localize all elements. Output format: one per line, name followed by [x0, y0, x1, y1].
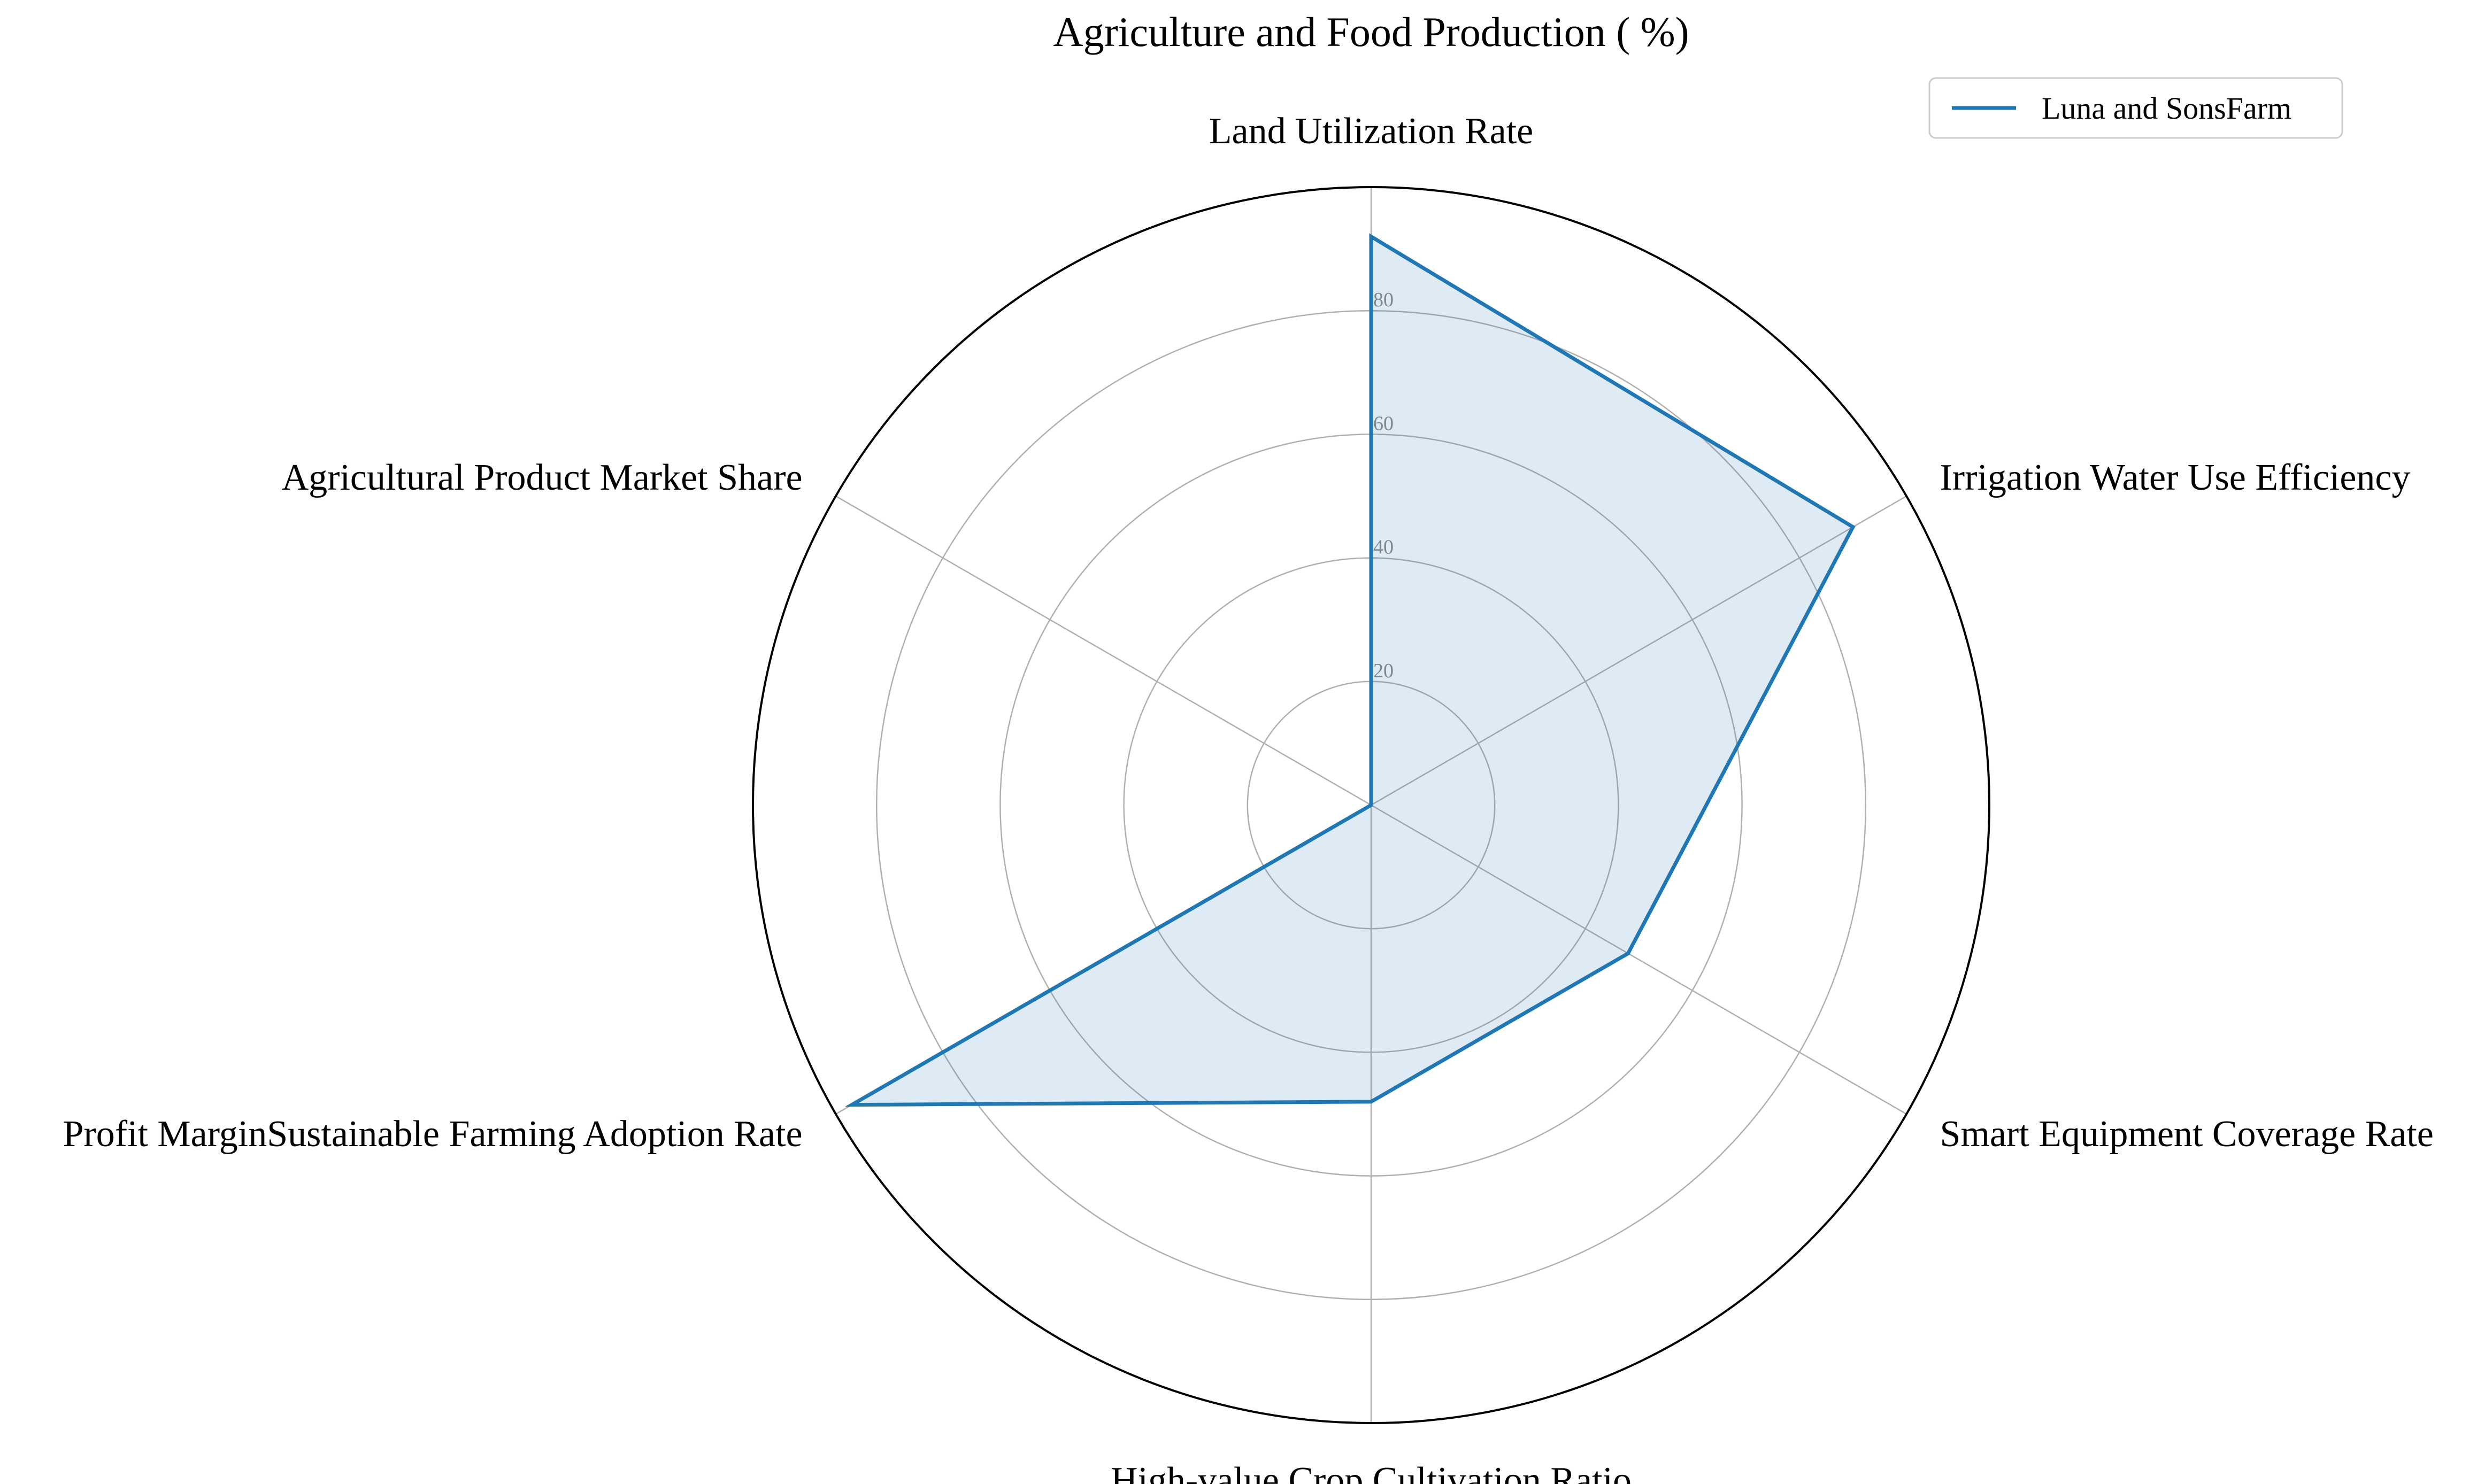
legend-frame [1928, 77, 2343, 139]
grid-spoke-2 [1371, 495, 1907, 806]
legend-entry-luna-and-sonsfarm: Luna and SonsFarm [2042, 91, 2291, 126]
axis-label-3: Smart Equipment Coverage Rate [1940, 1114, 2433, 1155]
outer-ring [752, 186, 1990, 1424]
axis-label-5: Profit MarginSustainable Farming Adoptio… [63, 1114, 802, 1155]
radial-tick-label-20: 20 [1373, 660, 1394, 682]
axis-label-6: Agricultural Product Market Share [282, 457, 803, 498]
series-layer [844, 233, 1856, 1107]
radial-tick-label-60: 60 [1373, 412, 1394, 435]
series-line-1 [844, 233, 1856, 1107]
chart-title: Agriculture and Food Production ( %) [1053, 9, 1689, 55]
grid-spoke-3 [1371, 804, 1907, 1115]
radial-tick-labels: 20 40 60 80 [1373, 289, 1394, 682]
radial-tick-label-80: 80 [1373, 289, 1394, 311]
axis-label-2: Irrigation Water Use Efficiency [1940, 457, 2410, 498]
axis-label-4: High-value Crop Cultivation Ratio [1111, 1460, 1632, 1484]
grid-spoke-6 [835, 495, 1372, 806]
legend: Luna and SonsFarm [1928, 77, 2343, 139]
radial-tick-label-40: 40 [1373, 536, 1394, 559]
axis-label-1: Land Utilization Rate [1209, 111, 1533, 152]
series-area-1 [851, 236, 1853, 1105]
axis-labels: Land Utilization Rate Irrigation Water Us… [63, 111, 2433, 1484]
